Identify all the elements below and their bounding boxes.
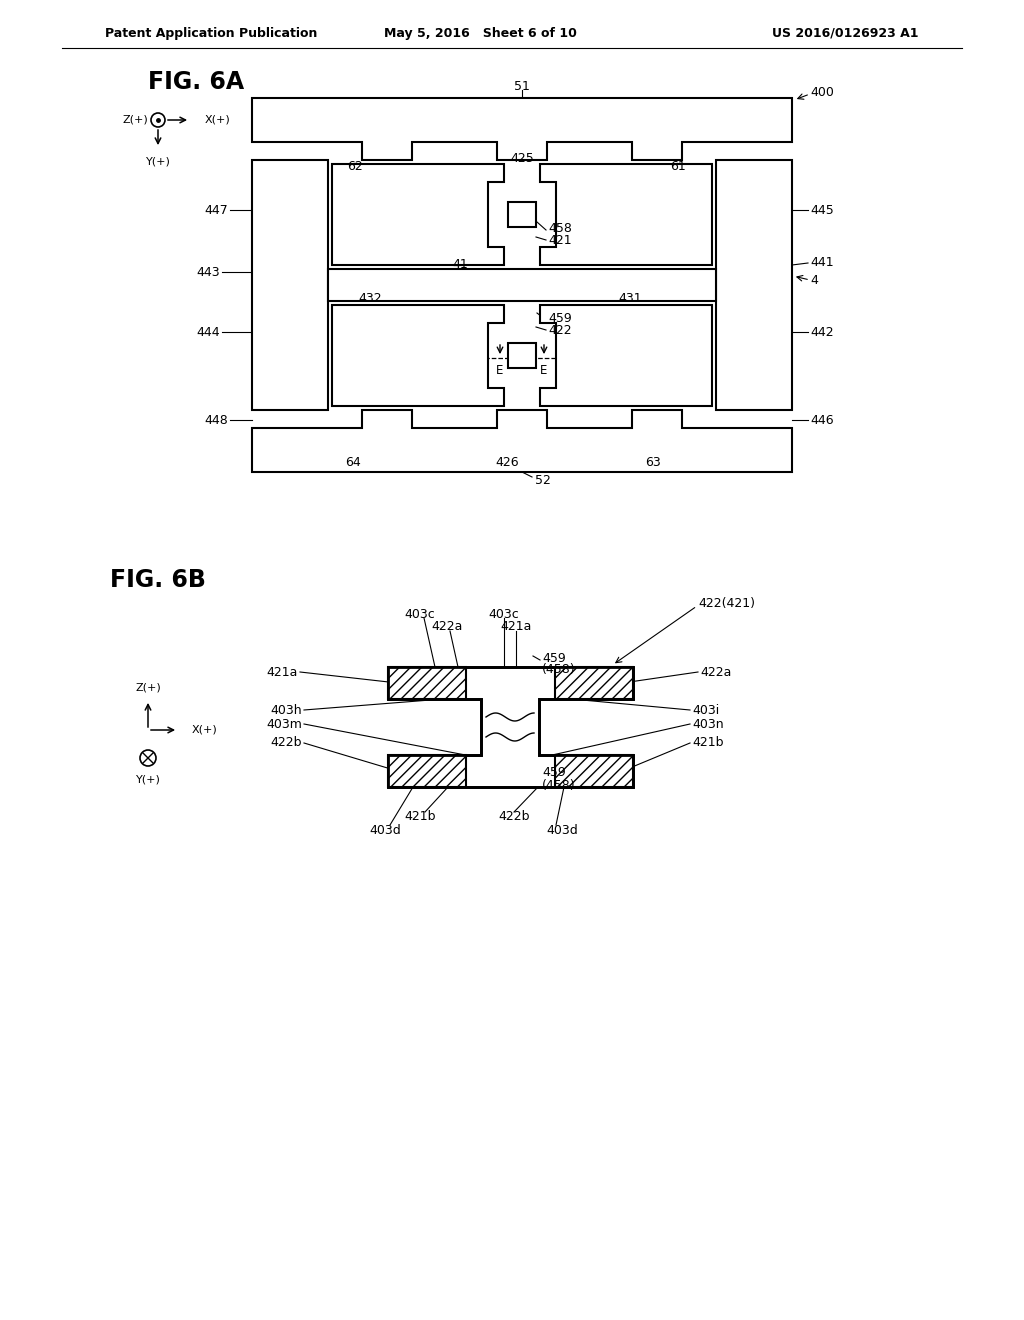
Text: 422: 422	[548, 323, 571, 337]
Text: 422(421): 422(421)	[698, 598, 755, 610]
Bar	[555, 755, 633, 787]
Text: X(+): X(+)	[205, 115, 230, 125]
Text: 447: 447	[204, 203, 228, 216]
Text: 448: 448	[204, 413, 228, 426]
Text: 4: 4	[810, 273, 818, 286]
Text: Y(+): Y(+)	[145, 156, 170, 166]
Text: 431: 431	[618, 292, 642, 305]
Bar	[387, 755, 466, 787]
Text: 446: 446	[810, 413, 834, 426]
Text: 64: 64	[345, 455, 360, 469]
Text: Z(+): Z(+)	[122, 115, 148, 125]
Text: 403h: 403h	[270, 704, 302, 717]
Text: 403m: 403m	[266, 718, 302, 730]
Text: US 2016/0126923 A1: US 2016/0126923 A1	[771, 26, 918, 40]
Text: Patent Application Publication: Patent Application Publication	[105, 26, 317, 40]
Bar	[716, 160, 792, 411]
Polygon shape	[332, 305, 504, 407]
Text: 41: 41	[453, 259, 468, 272]
Text: 403n: 403n	[692, 718, 724, 730]
Text: 459: 459	[542, 767, 565, 780]
Bar	[328, 269, 716, 301]
Text: 444: 444	[197, 326, 220, 338]
Text: 445: 445	[810, 203, 834, 216]
Text: 403i: 403i	[692, 704, 719, 717]
Text: 403d: 403d	[546, 824, 578, 837]
Text: (458): (458)	[542, 779, 575, 792]
Polygon shape	[252, 98, 792, 160]
Bar	[387, 667, 466, 700]
Text: 421b: 421b	[692, 737, 724, 750]
Circle shape	[140, 750, 156, 766]
Text: 403c: 403c	[404, 607, 435, 620]
Text: (458): (458)	[542, 664, 575, 676]
Text: 422b: 422b	[499, 810, 529, 824]
Text: 403d: 403d	[369, 824, 400, 837]
Text: 426: 426	[495, 455, 518, 469]
Text: 441: 441	[810, 256, 834, 268]
Text: 51: 51	[514, 79, 530, 92]
Bar	[555, 667, 633, 700]
Text: 421a: 421a	[266, 665, 298, 678]
Text: 458: 458	[548, 222, 571, 235]
Text: 422a: 422a	[431, 620, 463, 634]
Text: E: E	[541, 364, 548, 378]
Text: 421a: 421a	[501, 620, 531, 634]
Bar	[508, 202, 536, 227]
Polygon shape	[540, 164, 712, 265]
Text: Y(+): Y(+)	[135, 775, 161, 785]
Text: 442: 442	[810, 326, 834, 338]
Text: 61: 61	[670, 161, 686, 173]
Text: 443: 443	[197, 265, 220, 279]
Text: 422b: 422b	[270, 737, 302, 750]
Text: Z(+): Z(+)	[135, 682, 161, 692]
Text: FIG. 6A: FIG. 6A	[148, 70, 244, 94]
Text: 421b: 421b	[404, 810, 436, 824]
Bar	[252, 160, 328, 411]
Text: 62: 62	[347, 161, 362, 173]
Polygon shape	[332, 164, 504, 265]
Text: X(+): X(+)	[193, 725, 218, 735]
Text: E: E	[497, 364, 504, 378]
Text: 52: 52	[535, 474, 551, 487]
Text: 425: 425	[510, 152, 534, 165]
Polygon shape	[387, 667, 633, 787]
Text: FIG. 6B: FIG. 6B	[110, 568, 206, 591]
Text: 459: 459	[542, 652, 565, 664]
Polygon shape	[540, 305, 712, 407]
Text: 422a: 422a	[700, 665, 731, 678]
Text: May 5, 2016   Sheet 6 of 10: May 5, 2016 Sheet 6 of 10	[384, 26, 577, 40]
Text: 432: 432	[358, 292, 382, 305]
Bar	[508, 343, 536, 368]
Text: 63: 63	[645, 455, 660, 469]
Polygon shape	[252, 411, 792, 473]
Text: 421: 421	[548, 234, 571, 247]
Circle shape	[151, 114, 165, 127]
Text: 403c: 403c	[488, 607, 519, 620]
Text: 459: 459	[548, 312, 571, 325]
Text: 400: 400	[810, 86, 834, 99]
